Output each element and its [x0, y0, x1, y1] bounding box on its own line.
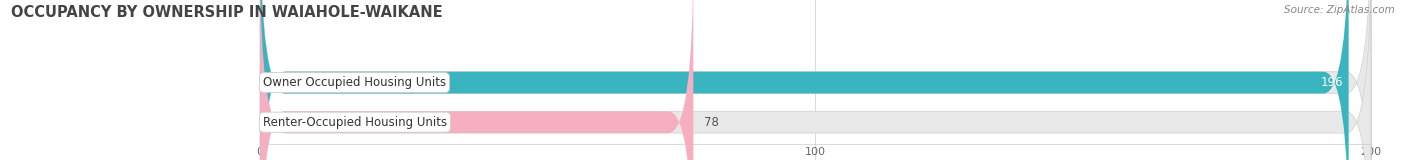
FancyBboxPatch shape	[260, 0, 1371, 160]
FancyBboxPatch shape	[260, 0, 693, 160]
Text: 78: 78	[704, 116, 720, 129]
Text: Source: ZipAtlas.com: Source: ZipAtlas.com	[1284, 5, 1395, 15]
Text: OCCUPANCY BY OWNERSHIP IN WAIAHOLE-WAIKANE: OCCUPANCY BY OWNERSHIP IN WAIAHOLE-WAIKA…	[11, 5, 443, 20]
FancyBboxPatch shape	[260, 0, 1371, 160]
Text: 196: 196	[1320, 76, 1343, 89]
FancyBboxPatch shape	[260, 0, 1348, 160]
Text: Owner Occupied Housing Units: Owner Occupied Housing Units	[263, 76, 446, 89]
Text: Renter-Occupied Housing Units: Renter-Occupied Housing Units	[263, 116, 447, 129]
